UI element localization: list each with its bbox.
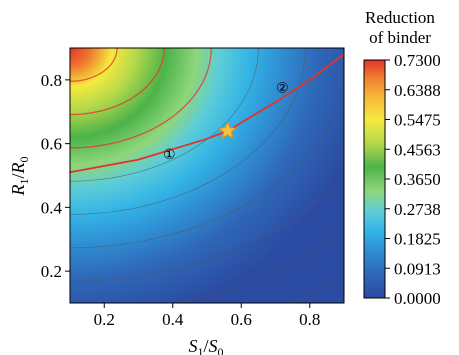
colorbar-tick-label: 0.6388 [394,81,441,100]
y-tick-label: 0.8 [41,71,62,90]
colorbar-tick-label: 0.2738 [394,200,441,219]
x-tick-label: 0.6 [231,310,252,329]
colorbar [363,59,386,299]
contour-line [70,48,306,215]
x-axis: 0.2 0.4 0.6 0.8 [94,303,320,329]
x-tick-label: 0.4 [162,310,184,329]
y-axis: 0.2 0.4 0.6 0.8 [41,71,70,281]
contour-line [70,177,344,282]
heatmap-gradient [70,48,344,303]
optimum-star-marker [217,120,238,140]
colorbar-title-line1: Reduction [365,8,435,27]
x-tick-label: 0.2 [94,310,115,329]
contour-line [177,230,344,303]
y-axis-label: R1/R0 [8,156,31,196]
colorbar-ticks: 0.7300 0.6388 0.5475 0.4563 0.3650 0.2738 0.18… [385,51,441,308]
contour-line [70,48,165,116]
x-tick-label: 0.8 [299,310,320,329]
colorbar-tick-label: 0.1825 [394,230,441,249]
region-markers: ①② [163,81,289,163]
colorbar-tick-label: 0.4563 [394,140,441,159]
region-marker: ① [163,148,176,163]
region-marker: ② [276,81,289,96]
colorbar-tick-label: 0.5475 [394,111,441,130]
contour-line [70,48,118,82]
contour-line [70,48,212,149]
x-axis-label: S1/S0 [188,336,223,355]
heatmap-field [70,48,344,303]
contour-line [70,48,259,182]
y-tick-label: 0.2 [41,262,62,281]
y-tick-label: 0.6 [41,135,62,154]
colorbar-tick-label: 0.0000 [394,289,441,308]
colorbar-tick-label: 0.3650 [394,170,441,189]
colorbar-tick-label: 0.0913 [394,259,441,278]
contour-lines [70,48,344,303]
colorbar-title-line2: of binder [369,28,431,47]
colorbar-tick-label: 0.7300 [394,51,441,70]
y-tick-label: 0.4 [41,198,63,217]
contour-line [70,95,344,249]
plot-frame [69,47,345,304]
